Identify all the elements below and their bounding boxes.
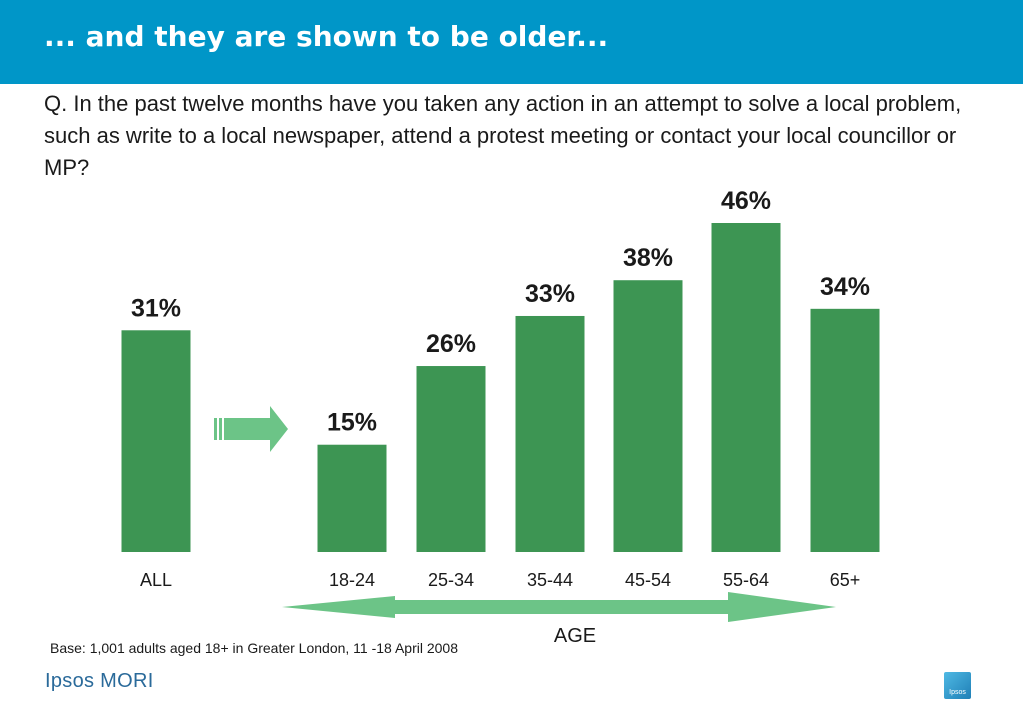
value-label-25-34: 26% <box>426 330 476 358</box>
ipsos-mori-logo: Ipsos MORI <box>45 670 154 692</box>
age-group-label: AGE <box>554 625 596 647</box>
value-label-35-44: 33% <box>525 280 575 308</box>
value-label-ALL: 31% <box>131 294 181 322</box>
category-label-35-44: 35-44 <box>527 570 573 590</box>
bar-55-64 <box>711 223 781 552</box>
right-arrow-icon <box>214 406 288 452</box>
category-labels-group: ALL 18-24 25-34 35-44 45-54 55-64 65+ <box>140 570 860 590</box>
category-label-65+: 65+ <box>830 570 861 590</box>
category-label-55-64: 55-64 <box>723 570 769 590</box>
bars-group <box>121 223 880 552</box>
value-label-55-64: 46% <box>721 187 771 215</box>
survey-question: Q. In the past twelve months have you ta… <box>44 91 962 180</box>
category-label-45-54: 45-54 <box>625 570 671 590</box>
base-note: Base: 1,001 adults aged 18+ in Greater L… <box>50 640 458 656</box>
bar-45-54 <box>613 280 683 552</box>
category-label-25-34: 25-34 <box>428 570 474 590</box>
bar-25-34 <box>416 366 486 552</box>
value-label-18-24: 15% <box>327 409 377 437</box>
badge-label: Ipsos <box>949 689 966 696</box>
double-headed-arrow-icon <box>282 592 836 622</box>
category-label-18-24: 18-24 <box>329 570 375 590</box>
category-label-ALL: ALL <box>140 570 172 590</box>
bar-18-24 <box>317 444 387 552</box>
value-label-65+: 34% <box>820 273 870 301</box>
ipsos-badge-logo: Ipsos <box>944 672 971 699</box>
bar-65+ <box>810 308 880 552</box>
value-label-45-54: 38% <box>623 244 673 272</box>
bar-35-44 <box>515 315 585 552</box>
title-bar: ... and they are shown to be older... <box>0 0 1023 84</box>
bar-ALL <box>121 330 191 552</box>
value-labels-group: 31% 15% 26% 33% 38% 46% 34% <box>131 187 870 437</box>
page-title: ... and they are shown to be older... <box>44 20 609 53</box>
